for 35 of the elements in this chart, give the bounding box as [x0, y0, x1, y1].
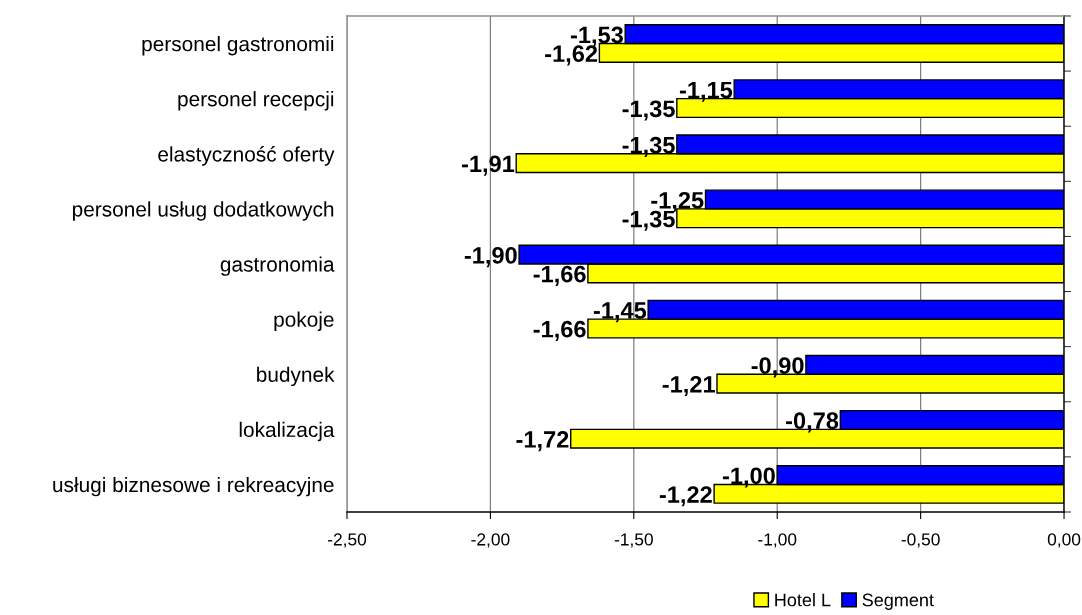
data-label: -1,66	[533, 265, 586, 286]
data-label: -1,53	[570, 26, 623, 47]
legend-label: Hotel L	[775, 593, 831, 607]
data-label: -1,21	[662, 375, 715, 397]
y-tick-label: gastronomia	[220, 256, 335, 276]
x-tick-label: -1,50	[614, 533, 653, 548]
data-label: -0,90	[751, 357, 804, 378]
y-tick-label: lokalizacja	[239, 421, 335, 442]
data-label: -0,78	[786, 412, 839, 433]
x-tick-label: -0,50	[901, 533, 940, 548]
data-label: -1,00	[722, 467, 775, 488]
y-tick-label: elastyczność oferty	[158, 146, 335, 166]
x-tick-label: -1,00	[758, 533, 797, 548]
y-tick-label: pokoje	[274, 311, 334, 331]
data-label: -1,62	[545, 45, 598, 66]
data-label: -1,22	[659, 486, 712, 507]
data-label: -1,35	[622, 210, 675, 231]
data-label: -1,45	[593, 302, 647, 323]
data-label: -1,91	[461, 155, 515, 176]
x-tick-label: 0,00	[1047, 533, 1081, 548]
y-tick-label: personel gastronomii	[142, 36, 334, 56]
y-tick-label: budynek	[257, 366, 335, 387]
data-label: -1,72	[516, 431, 569, 452]
data-label: -1,66	[533, 320, 586, 342]
data-label: -1,15	[679, 81, 733, 102]
data-label: -1,35	[622, 100, 675, 121]
x-tick-label: -2,50	[327, 533, 367, 548]
data-label: -1,25	[651, 191, 704, 213]
legend-label: Segment	[862, 593, 934, 610]
x-tick-label: -2,00	[471, 533, 510, 548]
y-tick-label: usługi biznesowe i rekreacyjne	[53, 476, 334, 497]
y-tick-label: personel recepcji	[178, 91, 334, 111]
data-label: -1,35	[622, 136, 675, 157]
data-label: -1,90	[464, 247, 517, 268]
y-tick-label: personel usług dodatkowych	[72, 201, 334, 221]
